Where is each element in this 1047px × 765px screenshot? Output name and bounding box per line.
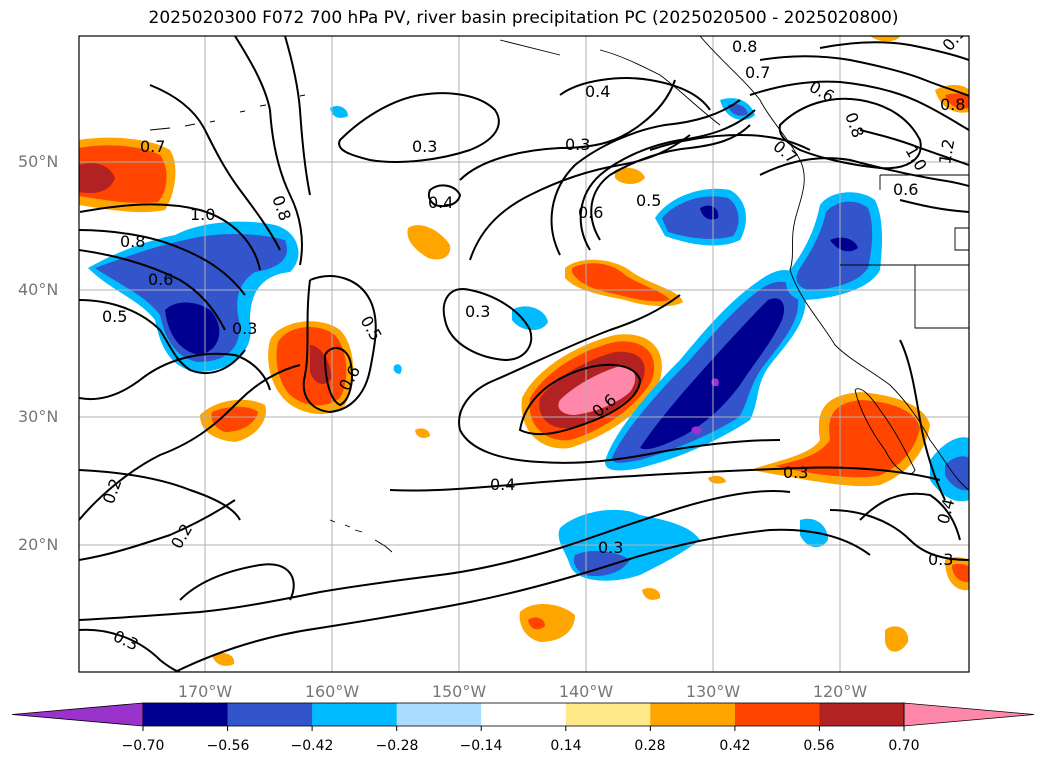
contour-label: 0.9 bbox=[939, 23, 970, 55]
positive-precip-area-south bbox=[212, 587, 909, 666]
colorbar-segment bbox=[312, 703, 398, 726]
lon-label: 130°W bbox=[685, 682, 741, 701]
contour-label: 0.3 bbox=[598, 538, 623, 557]
contour-label: 0.8 bbox=[841, 110, 868, 140]
colorbar-tick-label: 0.56 bbox=[803, 738, 835, 754]
negative-precip-area-northeast bbox=[655, 188, 746, 246]
positive-precip-spot bbox=[945, 93, 969, 109]
negative-precip-area-edge bbox=[945, 456, 969, 491]
colorbar-arrow-low bbox=[11, 702, 144, 727]
contour-label: 0.3 bbox=[110, 626, 141, 654]
colorbar-tick-label: −0.42 bbox=[290, 738, 334, 754]
contour-label: 0.4 bbox=[585, 82, 610, 101]
contour-label: 0.5 bbox=[357, 313, 386, 345]
map-title: 2025020300 F072 700 hPa PV, river basin … bbox=[148, 8, 899, 28]
positive-precip-area-northwest bbox=[79, 137, 176, 213]
contour-label: 1.0 bbox=[190, 205, 215, 224]
negative-precip-area-west bbox=[88, 221, 299, 372]
colorbar-tick-label: −0.70 bbox=[121, 738, 165, 754]
contour-label: 0.7 bbox=[745, 63, 770, 82]
contour-label: 0.7 bbox=[140, 137, 165, 156]
colorbar-frame bbox=[142, 702, 905, 727]
positive-precip-spot bbox=[870, 36, 900, 42]
colorbar-tick-label: 0.70 bbox=[888, 738, 920, 754]
contour-label: 0.4 bbox=[428, 193, 453, 212]
contour-label: 0.8 bbox=[120, 232, 145, 251]
contour-label: 0.6 bbox=[148, 270, 173, 289]
positive-precip-spot bbox=[952, 563, 969, 583]
negative-precip-spot bbox=[393, 364, 402, 374]
negative-precip-spot bbox=[512, 306, 548, 331]
lat-label: 40°N bbox=[18, 280, 59, 299]
contour-label: 0.3 bbox=[565, 135, 590, 154]
colorbar-segment bbox=[227, 703, 313, 726]
contour-label: 1.2 bbox=[935, 137, 958, 165]
negative-precip-area-coast bbox=[720, 98, 883, 300]
positive-precip-area-mid bbox=[565, 259, 683, 307]
lon-label: 170°W bbox=[177, 682, 233, 701]
positive-precip-spot bbox=[407, 225, 451, 260]
contour-label: 0.6 bbox=[893, 180, 918, 199]
positive-precip-area-sw bbox=[200, 399, 266, 442]
contour-label: 0.7 bbox=[769, 137, 801, 168]
colorbar-segment bbox=[143, 703, 229, 726]
map-frame bbox=[78, 35, 970, 673]
colorbar-tick-label: 0.28 bbox=[634, 738, 666, 754]
contour-label: 0.8 bbox=[940, 95, 965, 114]
positive-precip-spot bbox=[415, 428, 430, 438]
colorbar-tick-label: −0.56 bbox=[206, 738, 250, 754]
contour-label: 0.3 bbox=[412, 137, 437, 156]
colorbar-segment bbox=[819, 703, 905, 726]
contour-label: 0.3 bbox=[928, 550, 953, 569]
colorbar-tick-label: −0.14 bbox=[459, 738, 503, 754]
colorbar bbox=[11, 702, 1035, 731]
lon-label: 150°W bbox=[431, 682, 487, 701]
colorbar-arrow-high bbox=[903, 702, 1035, 727]
positive-precip-area-central-west bbox=[268, 321, 354, 415]
colorbar-segment bbox=[565, 703, 651, 726]
contour-label: 0.4 bbox=[490, 475, 515, 494]
contour-label: 1.0 bbox=[902, 143, 931, 175]
lon-label: 120°W bbox=[812, 682, 868, 701]
contour-label: 0.3 bbox=[232, 319, 257, 338]
colorbar-tick-label: 0.42 bbox=[719, 738, 751, 754]
lon-label: 140°W bbox=[558, 682, 614, 701]
contour-label: 0.3 bbox=[465, 302, 490, 321]
positive-precip-spot bbox=[615, 167, 645, 184]
colorbar-tick-label: −0.28 bbox=[375, 738, 419, 754]
contour-label: 0.5 bbox=[636, 191, 661, 210]
contour-labels: 0.7 0.8 0.6 0.5 1.0 0.3 0.8 0.5 0.6 0.3 … bbox=[99, 23, 970, 654]
colorbar-segment bbox=[734, 703, 820, 726]
colorbar-segment bbox=[650, 703, 736, 726]
colorbar-segment bbox=[396, 703, 482, 726]
lat-label: 50°N bbox=[18, 152, 59, 171]
colorbar-tick-label: 0.14 bbox=[550, 738, 582, 754]
lon-label: 160°W bbox=[304, 682, 360, 701]
contour-label: 0.3 bbox=[783, 463, 808, 482]
contour-label: 0.5 bbox=[102, 307, 127, 326]
negative-precip-spot bbox=[330, 105, 348, 118]
lat-label: 20°N bbox=[18, 535, 59, 554]
colorbar-segment bbox=[481, 703, 567, 726]
negative-precip-area-central bbox=[605, 269, 806, 471]
contour-label: 0.6 bbox=[578, 203, 603, 222]
contour-label: 0.8 bbox=[732, 37, 757, 56]
lat-label: 30°N bbox=[18, 407, 59, 426]
pv-contours bbox=[79, 36, 969, 672]
